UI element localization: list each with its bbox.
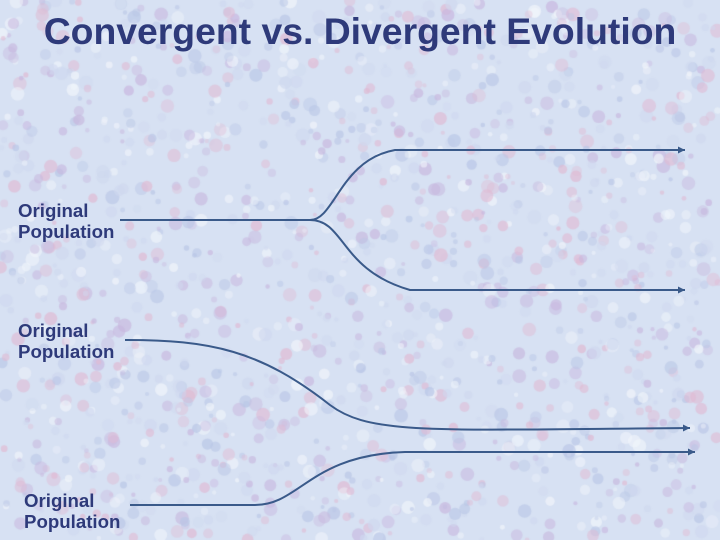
label-original-population-1: Original Population [18, 200, 114, 243]
slide-stage: Convergent vs. Divergent Evolution Origi… [0, 0, 720, 540]
label-line: Original [18, 320, 89, 341]
evolution-branch [130, 452, 695, 505]
arrowhead-icon [683, 425, 690, 432]
label-line: Population [18, 341, 114, 362]
arrowhead-icon [678, 287, 685, 294]
arrowhead-icon [688, 449, 695, 456]
evolution-branch [125, 340, 690, 430]
slide-title: Convergent vs. Divergent Evolution [0, 10, 720, 53]
label-line: Original [18, 200, 89, 221]
evolution-branch [120, 150, 685, 220]
label-line: Original [24, 490, 95, 511]
label-line: Population [24, 511, 120, 532]
evolution-lines [0, 0, 720, 540]
label-original-population-2: Original Population [18, 320, 114, 363]
arrowhead-icon [678, 147, 685, 154]
label-line: Population [18, 221, 114, 242]
evolution-branch [120, 220, 685, 290]
label-original-population-3: Original Population [24, 490, 120, 533]
